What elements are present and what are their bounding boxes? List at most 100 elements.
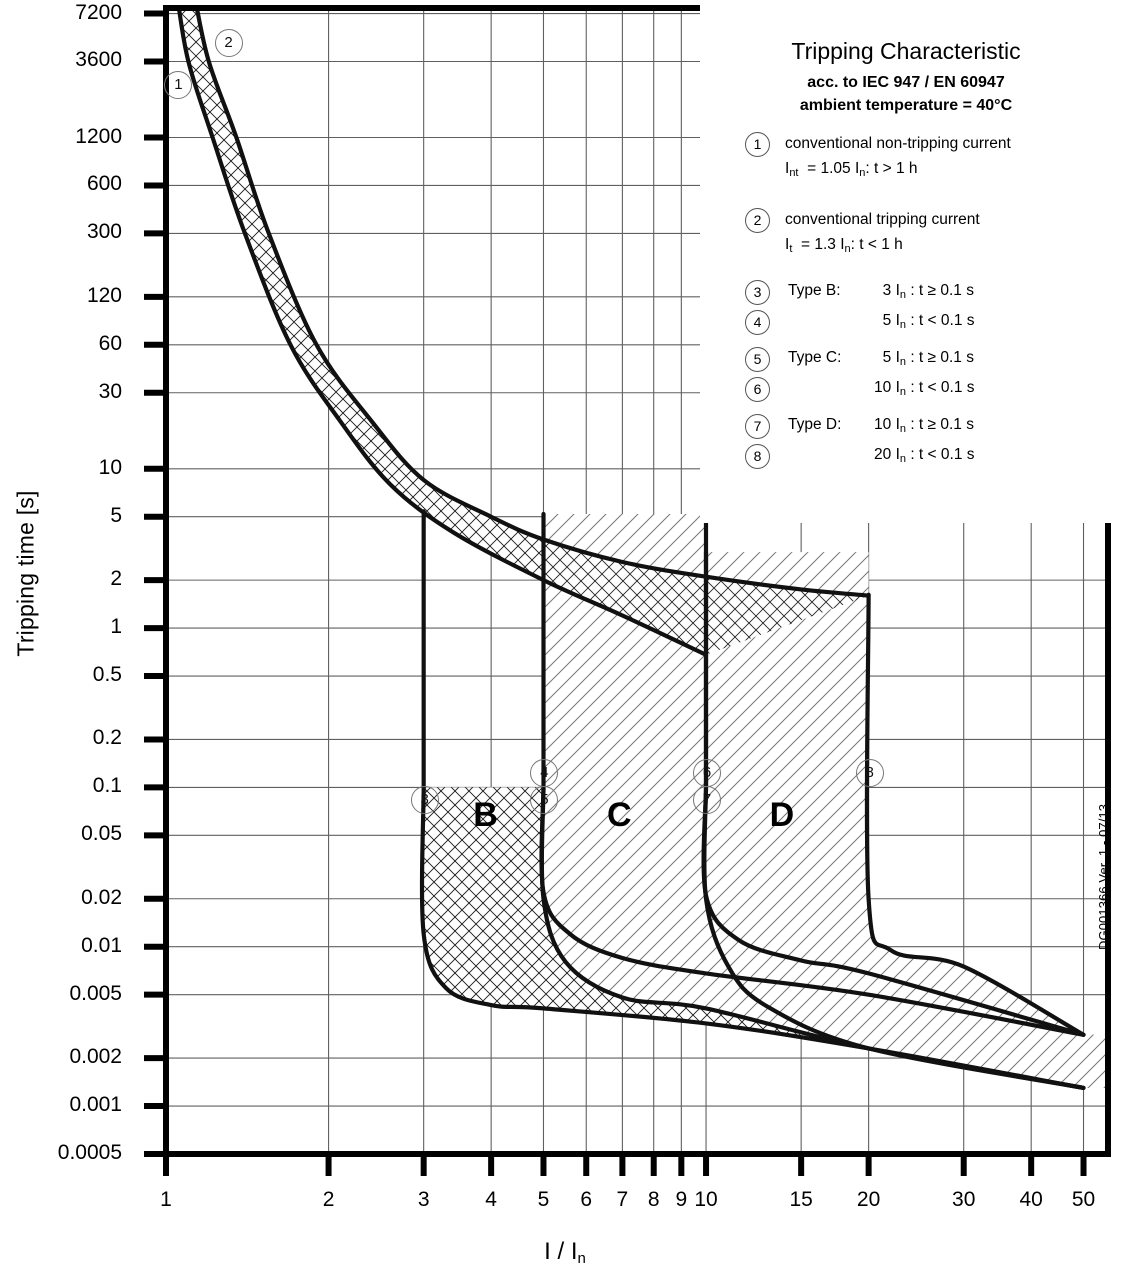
zone-label-C: C bbox=[607, 796, 632, 835]
legend-panel: Tripping Characteristic acc. to IEC 947 … bbox=[700, 0, 1130, 523]
y-tick-label: 2 bbox=[110, 567, 122, 591]
legend-formula-sub: n bbox=[859, 167, 866, 179]
legend-mult-b-sub: n bbox=[899, 319, 906, 331]
x-axis-label-main: I / I bbox=[544, 1238, 578, 1265]
legend-subtitle-standard: acc. to IEC 947 / EN 60947 bbox=[807, 74, 1005, 91]
y-tick-label: 0.5 bbox=[92, 663, 122, 687]
y-tick-label: 1200 bbox=[75, 124, 122, 148]
x-tick-label: 7 bbox=[616, 1188, 629, 1211]
legend-type-condition-b: 20 In : t < 0.1 s bbox=[860, 446, 990, 465]
y-tick-label: 30 bbox=[98, 379, 122, 403]
x-tick-label: 40 bbox=[1019, 1188, 1043, 1211]
x-tick-label: 15 bbox=[789, 1188, 813, 1211]
plot-marker-6: 6 bbox=[693, 758, 722, 787]
y-tick-label: 0.002 bbox=[69, 1045, 122, 1069]
x-axis-label-sub: n bbox=[577, 1250, 586, 1267]
legend-formula-body: = 1.3 In: t < 1 h bbox=[801, 236, 903, 255]
legend-mult-a-sub: n bbox=[899, 289, 906, 301]
legend-cond-b: : t < 0.1 s bbox=[910, 446, 975, 463]
x-tick-label: 50 bbox=[1071, 1188, 1096, 1211]
plot-marker-8: 8 bbox=[855, 758, 884, 787]
y-tick-label: 0.0005 bbox=[57, 1141, 122, 1164]
legend-symbol-sub: nt bbox=[789, 167, 799, 179]
y-tick-label: 0.02 bbox=[81, 885, 122, 909]
legend-type-condition-a: 3 In : t ≥ 0.1 s bbox=[860, 282, 990, 301]
y-tick-label: 60 bbox=[98, 331, 122, 355]
legend-entry-formula: It = 1.3 In: t < 1 h bbox=[785, 236, 903, 255]
zone-label-B: B bbox=[473, 796, 498, 835]
legend-mult-a-sub: n bbox=[899, 423, 906, 435]
x-tick-label: 1 bbox=[160, 1188, 172, 1211]
y-tick-label: 0.1 bbox=[92, 774, 122, 798]
x-axis-label: I / In bbox=[0, 1238, 1130, 1267]
legend-symbol: It bbox=[785, 236, 793, 255]
legend-type-label: Type D: bbox=[788, 416, 842, 433]
legend-marker-5: 5 bbox=[745, 347, 770, 372]
legend-type-label: Type C: bbox=[788, 349, 842, 366]
plot-marker-7: 7 bbox=[693, 785, 722, 814]
legend-marker-8: 8 bbox=[745, 444, 770, 469]
legend-symbol-sub: t bbox=[789, 243, 793, 255]
x-tick-label: 8 bbox=[647, 1188, 660, 1211]
y-tick-label: 300 bbox=[86, 220, 122, 244]
legend-marker-7: 7 bbox=[745, 414, 770, 439]
y-tick-label: 1 bbox=[110, 615, 122, 639]
x-tick-label: 20 bbox=[856, 1188, 881, 1211]
legend-marker-3: 3 bbox=[745, 280, 770, 305]
legend-cond-a: : t ≥ 0.1 s bbox=[910, 349, 974, 366]
y-tick-label: 7200 bbox=[75, 0, 122, 24]
legend-mult-b-sub: n bbox=[899, 386, 906, 398]
y-tick-label: 5 bbox=[110, 503, 122, 527]
legend-mult-a: 10 In bbox=[874, 416, 906, 435]
y-tick-label: 3600 bbox=[75, 48, 122, 72]
plot-marker-3: 3 bbox=[410, 785, 439, 814]
legend-type-condition-a: 10 In : t ≥ 0.1 s bbox=[860, 416, 990, 435]
legend-entry-title: conventional tripping current bbox=[785, 211, 980, 228]
legend-mult-a: 5 In bbox=[882, 349, 906, 368]
legend-type-label: Type B: bbox=[788, 282, 841, 299]
x-tick-label: 3 bbox=[417, 1188, 430, 1211]
legend-cond-a: : t ≥ 0.1 s bbox=[910, 416, 974, 433]
x-tick-label: 30 bbox=[952, 1188, 976, 1211]
tripping-curves bbox=[176, 8, 1086, 1090]
legend-mult-a: 3 In bbox=[882, 282, 906, 301]
plot-marker-1: 1 bbox=[164, 71, 193, 99]
legend-marker-2: 2 bbox=[745, 208, 770, 233]
zone-label-D: D bbox=[769, 796, 795, 835]
x-tick-label: 9 bbox=[675, 1188, 688, 1211]
legend-cond-a: : t ≥ 0.1 s bbox=[910, 282, 974, 299]
y-tick-label: 0.2 bbox=[92, 726, 122, 750]
legend-marker-6: 6 bbox=[745, 377, 770, 402]
legend-formula-body: = 1.05 In: t > 1 h bbox=[807, 160, 918, 179]
legend-type-condition-b: 5 In : t < 0.1 s bbox=[860, 312, 990, 331]
y-tick-label: 10 bbox=[98, 455, 122, 479]
legend-subtitle-temperature: ambient temperature = 40°C bbox=[799, 97, 1013, 114]
axis-ticks bbox=[144, 10, 1087, 1176]
plot-marker-2: 2 bbox=[214, 28, 243, 57]
x-tick-label: 2 bbox=[322, 1188, 335, 1211]
x-tick-label: 4 bbox=[485, 1188, 497, 1211]
x-tick-label: 10 bbox=[694, 1188, 718, 1211]
legend-mult-a-sub: n bbox=[899, 356, 906, 368]
y-tick-label: 0.001 bbox=[69, 1093, 122, 1117]
legend-type-condition-b: 10 In : t < 0.1 s bbox=[860, 379, 990, 398]
legend-marker-1: 1 bbox=[745, 132, 770, 157]
y-tick-label: 0.005 bbox=[69, 981, 122, 1005]
y-tick-label: 120 bbox=[86, 283, 122, 307]
plot-marker-5: 5 bbox=[530, 785, 559, 814]
legend-mult-b-sub: n bbox=[899, 453, 906, 465]
legend-symbol: Int bbox=[785, 160, 799, 179]
legend-entry-title: conventional non-tripping current bbox=[785, 135, 1011, 152]
legend-title: Tripping Characteristic bbox=[791, 38, 1021, 64]
legend-mult-b: 20 In bbox=[874, 446, 906, 465]
document-version-code: DG001366 Ver. 1 - 07/13 bbox=[1096, 803, 1111, 950]
legend-cond-b: : t < 0.1 s bbox=[910, 379, 975, 396]
legend-cond-b: : t < 0.1 s bbox=[910, 312, 975, 329]
legend-entry-formula: Int = 1.05 In: t > 1 h bbox=[785, 160, 918, 179]
y-tick-label: 0.01 bbox=[81, 933, 122, 957]
legend-formula-sub: n bbox=[844, 243, 851, 255]
legend-mult-b: 5 In bbox=[882, 312, 906, 331]
y-tick-label: 0.05 bbox=[81, 822, 122, 846]
legend-marker-4: 4 bbox=[745, 310, 770, 335]
y-tick-label: 600 bbox=[86, 172, 122, 196]
